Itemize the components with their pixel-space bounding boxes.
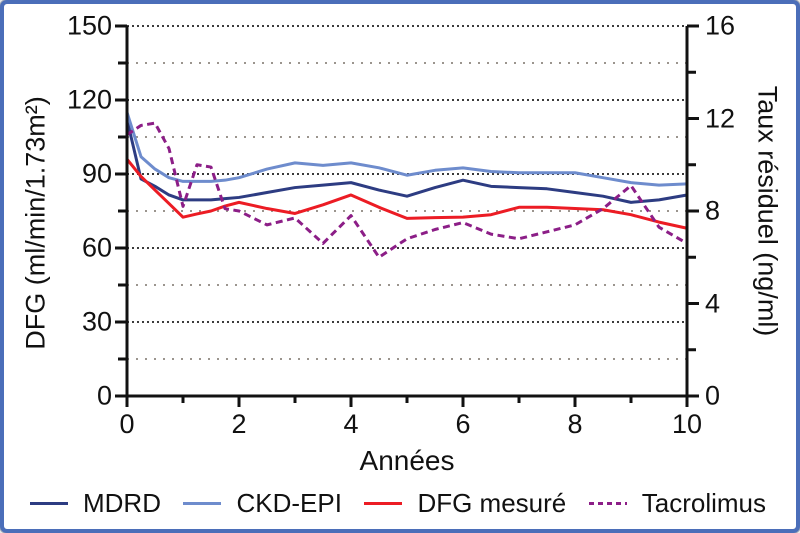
legend-swatch-tacrolimus — [588, 501, 627, 505]
tick-label: 0 — [705, 380, 721, 411]
legend-item-mdrd: MDRD — [30, 490, 161, 516]
y-axis-label-right: Taux résiduel (ng/ml) — [752, 85, 783, 337]
tick-label: 12 — [705, 103, 736, 133]
tick-label: 0 — [96, 380, 112, 411]
plot-svg — [115, 24, 699, 407]
legend-label-ckd-epi: CKD-EPI — [236, 488, 342, 518]
tick-label: 120 — [66, 84, 112, 115]
series-line — [126, 121, 688, 259]
legend-swatch-mdrd — [30, 501, 68, 505]
legend-item-tacrolimus: Tacrolimus — [588, 488, 766, 518]
series-line — [125, 119, 688, 204]
legend-swatch-dfg-mesure — [364, 501, 403, 505]
legend-label-mdrd: MDRD — [83, 488, 161, 518]
tick-label: 60 — [81, 232, 112, 263]
legend: MDRD CKD-EPI DFG mesuré Tacrolimus — [4, 483, 796, 523]
series-line — [125, 158, 688, 230]
tick-label: 4 — [705, 288, 721, 318]
tick-label: 150 — [66, 10, 112, 41]
legend-swatch-ckd-epi — [183, 501, 222, 505]
tick-label: 8 — [705, 195, 721, 226]
tick-label: 0 — [119, 409, 135, 439]
tick-label: 10 — [671, 409, 703, 439]
series-line — [125, 111, 688, 187]
legend-item-dfg-mesure: DFG mesuré — [364, 490, 566, 516]
y-axis-label-left: DFG (ml/min/1.73m²) — [20, 96, 51, 350]
legend-item-ckd-epi: CKD-EPI — [183, 488, 342, 518]
legend-label-dfg-mesure: DFG mesuré — [417, 488, 567, 518]
tick-label: 90 — [81, 158, 112, 189]
tick-label: 16 — [705, 10, 736, 41]
x-axis-label: Années — [359, 445, 455, 476]
tick-label: 30 — [81, 306, 112, 337]
legend-label-tacrolimus: Tacrolimus — [641, 488, 766, 518]
tick-label: 2 — [231, 409, 247, 439]
tick-label: 4 — [343, 409, 359, 439]
tick-label: 8 — [567, 409, 583, 439]
tick-label: 6 — [455, 409, 471, 439]
